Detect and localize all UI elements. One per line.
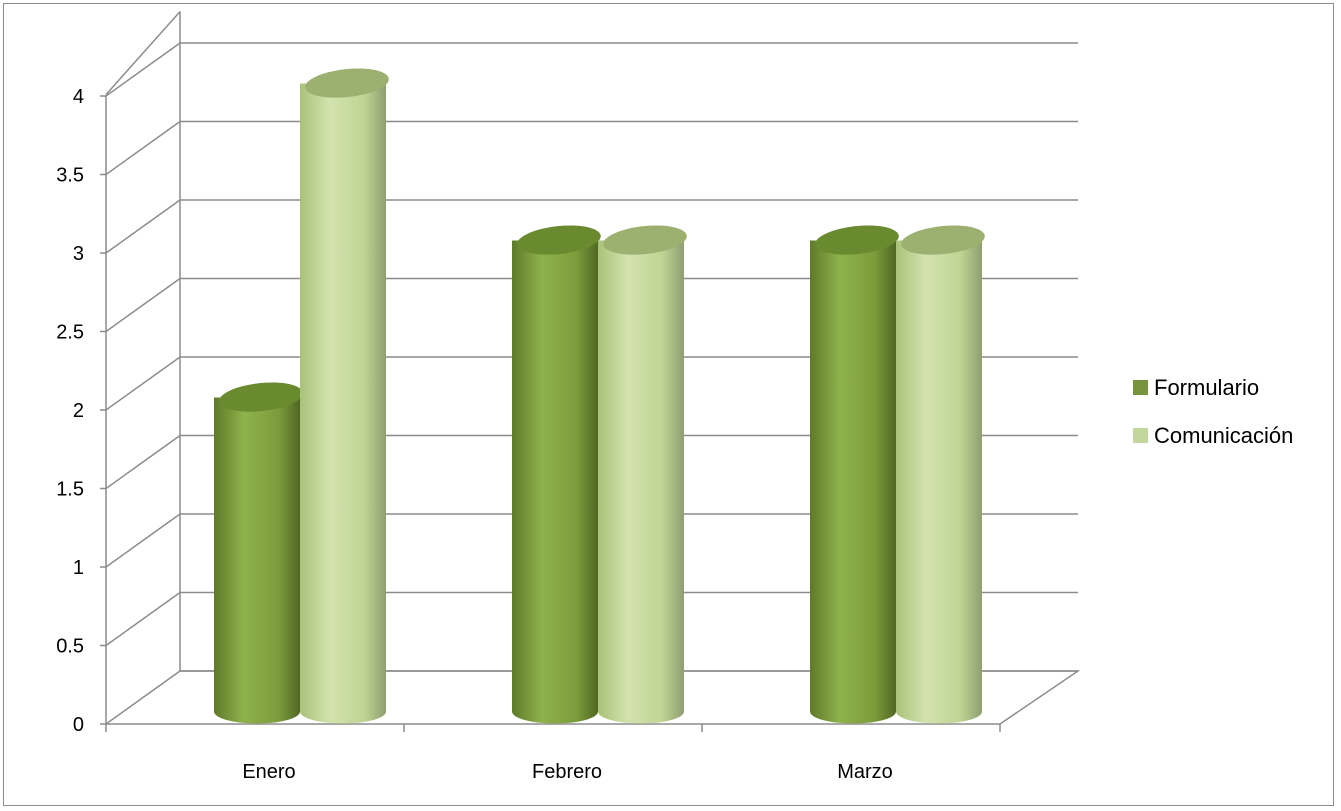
cylinder-bar bbox=[810, 225, 899, 724]
legend-label: Comunicación bbox=[1154, 423, 1293, 448]
cylinder-top bbox=[815, 225, 899, 255]
cylinder-base bbox=[810, 699, 896, 724]
cylinder-bar bbox=[598, 225, 687, 724]
cylinder-top bbox=[305, 68, 389, 98]
x-tick-label: Marzo bbox=[837, 761, 893, 783]
gridline-diagonal bbox=[105, 277, 181, 333]
y-tick-label: 2 bbox=[73, 400, 84, 422]
cylinder-base bbox=[512, 699, 598, 724]
cylinder-bar bbox=[300, 68, 389, 724]
cylinder-body bbox=[214, 397, 300, 712]
gridline-diagonal bbox=[105, 199, 181, 254]
top-diagonal bbox=[105, 11, 181, 96]
gridline-diagonal bbox=[105, 434, 181, 490]
cylinder-top bbox=[517, 225, 601, 255]
cylinder-body bbox=[512, 240, 598, 712]
cylinder-base bbox=[300, 699, 386, 724]
cylinder-body bbox=[300, 83, 386, 712]
cylinder-body bbox=[896, 240, 982, 712]
legend-label: Formulario bbox=[1154, 375, 1259, 400]
cylinder-bar bbox=[896, 225, 985, 724]
gridline-diagonal bbox=[105, 120, 181, 176]
y-tick-label: 0.5 bbox=[56, 636, 84, 658]
gridline-diagonal bbox=[105, 513, 181, 568]
y-tick-label: 3 bbox=[73, 243, 84, 265]
legend: Formulario Comunicación bbox=[1133, 375, 1293, 448]
bars bbox=[214, 68, 985, 724]
gridline-diagonal bbox=[105, 356, 181, 411]
gridline-diagonal bbox=[105, 591, 181, 647]
cylinder-body bbox=[810, 240, 896, 712]
legend-swatch bbox=[1133, 428, 1148, 443]
y-tick-label: 3.5 bbox=[56, 165, 84, 187]
y-tick-label: 1 bbox=[73, 557, 84, 579]
cylinder-base bbox=[214, 699, 300, 724]
y-tick-label: 4 bbox=[73, 86, 84, 108]
cylinder-bar bbox=[512, 225, 601, 724]
gridline-diagonal bbox=[105, 670, 181, 725]
cylinder-bar bbox=[214, 382, 303, 724]
axes: 0 0.5 1 1.5 2 2.5 3 3.5 4 Enero Febrero Marzo bbox=[56, 11, 1081, 783]
x-tick-label: Enero bbox=[242, 761, 295, 783]
cylinder-base bbox=[896, 699, 982, 724]
cylinder-body bbox=[598, 240, 684, 712]
x-tick-label: Febrero bbox=[532, 761, 602, 783]
cylinder-top bbox=[901, 225, 985, 255]
cylinder-top bbox=[219, 382, 303, 412]
y-tick-label: 1.5 bbox=[56, 479, 84, 501]
y-tick-label: 0 bbox=[73, 714, 84, 736]
cylinder-base bbox=[598, 699, 684, 724]
y-tick-label: 2.5 bbox=[56, 322, 84, 344]
legend-swatch bbox=[1133, 380, 1148, 395]
cylinder-top bbox=[603, 225, 687, 255]
gridline-diagonal bbox=[105, 42, 181, 97]
